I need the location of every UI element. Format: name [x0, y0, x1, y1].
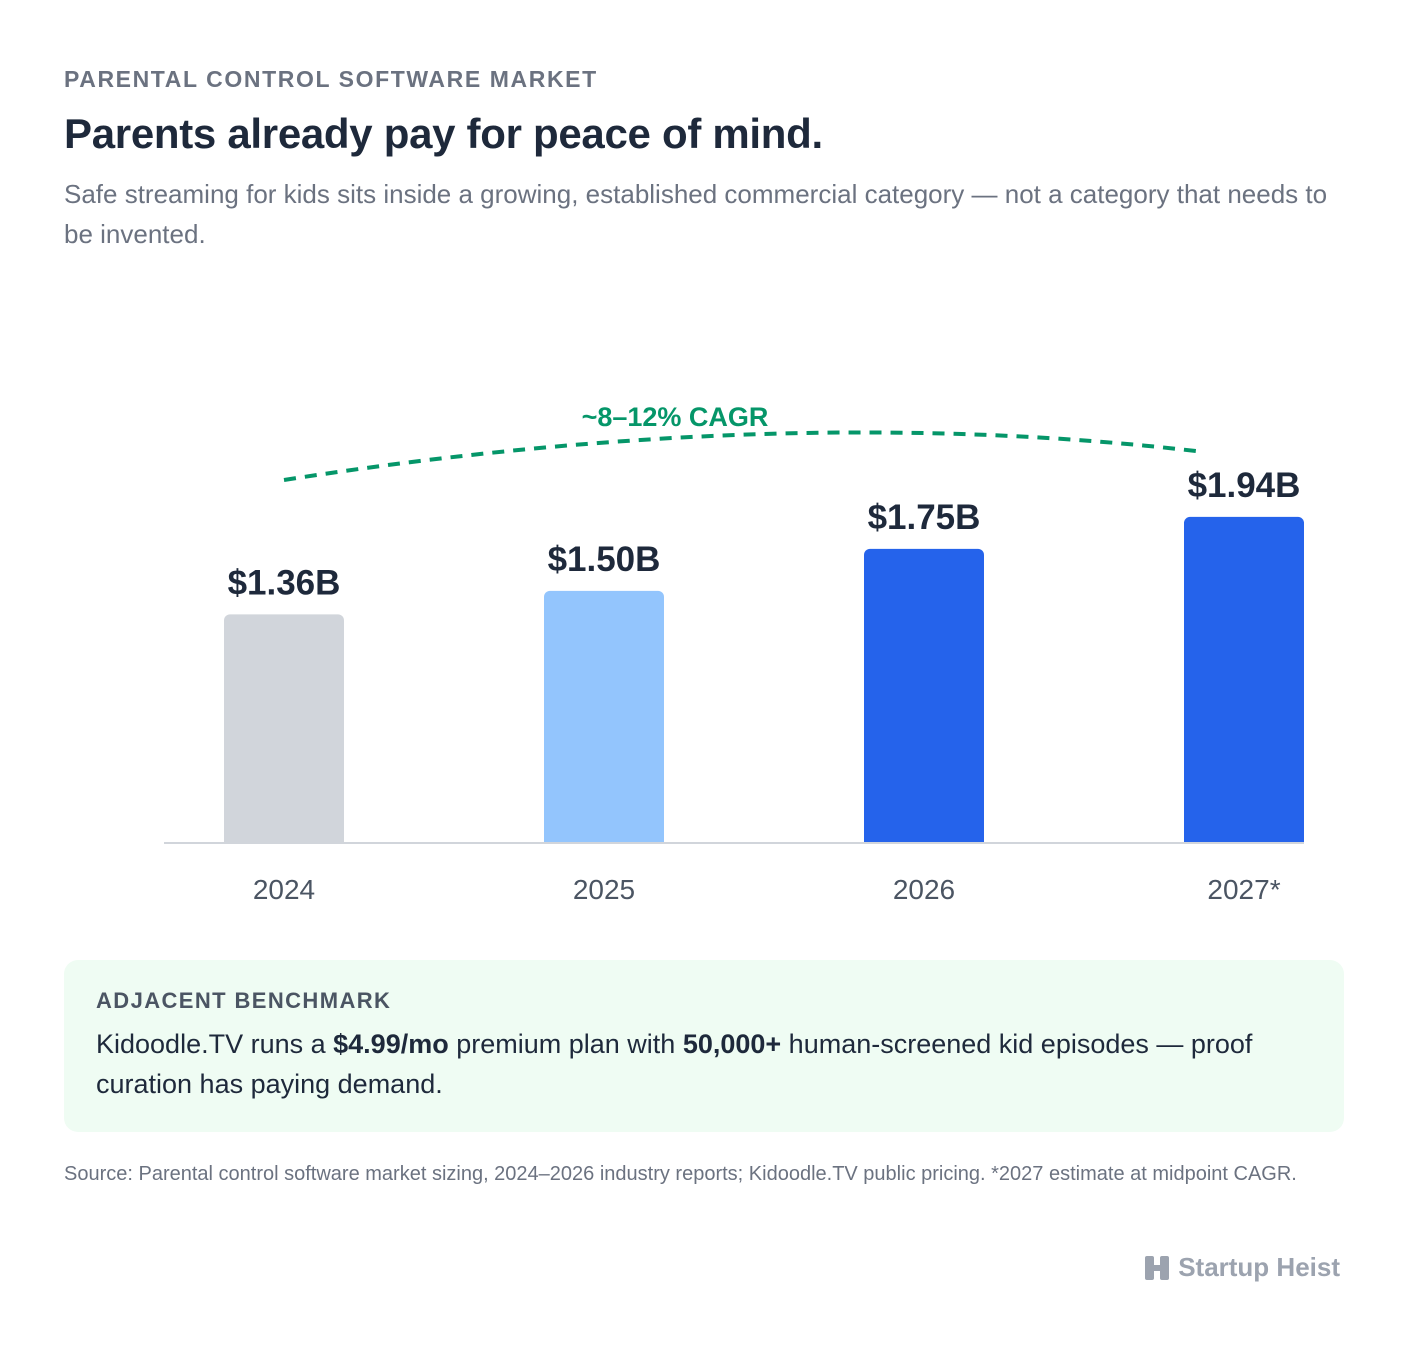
source-note: Source: Parental control software market…	[64, 1163, 1297, 1185]
x-tick-2024: 2024	[253, 874, 315, 905]
chart-eyebrow: PARENTAL CONTROL SOFTWARE MARKET	[64, 66, 598, 92]
benchmark-text-3: human-screened kid episodes — proof cura…	[96, 1029, 1253, 1099]
labels-layer: $1.36B 2024 $1.50B 2025 $1.75B 2026 $1.94B 2027…	[228, 466, 1301, 905]
value-label-2025: $1.50B	[548, 540, 661, 579]
benchmark-price: $4.99/mo	[333, 1029, 449, 1059]
x-tick-2027*: 2027*	[1207, 874, 1280, 905]
bar-chart: ~8–12% CAGR $1.36B 2024 $1.50B 2025 $1.75B 20…	[164, 402, 1304, 905]
cagr-trend-line	[283, 430, 1205, 482]
benchmark-text-1: Kidoodle.TV runs a	[96, 1029, 334, 1059]
x-tick-2026: 2026	[893, 874, 955, 905]
bar-2024	[224, 614, 344, 843]
cagr-label: ~8–12% CAGR	[582, 402, 769, 432]
trend-layer: ~8–12% CAGR	[283, 402, 1205, 482]
chart-subtitle: Safe streaming for kids sits inside a gr…	[64, 179, 1328, 249]
benchmark-callout: ADJACENT BENCHMARK Kidoodle.TV runs a $4…	[64, 960, 1344, 1132]
benchmark-text: Kidoodle.TV runs a $4.99/mo premium plan…	[96, 1024, 1296, 1104]
heist-logo-icon	[1145, 1255, 1170, 1280]
brand-logo: Startup Heist	[1144, 1252, 1340, 1283]
x-tick-2025: 2025	[573, 874, 635, 905]
benchmark-text-2: premium plan with	[448, 1029, 683, 1059]
value-label-2024: $1.36B	[228, 563, 341, 602]
value-label-2027*: $1.94B	[1188, 466, 1301, 505]
benchmark-episodes: 50,000+	[682, 1029, 782, 1059]
bar-2025	[544, 590, 664, 843]
brand-name: Startup Heist	[1178, 1252, 1340, 1282]
benchmark-heading: ADJACENT BENCHMARK	[96, 988, 392, 1013]
chart-title: Parents already pay for peace of mind.	[64, 110, 823, 157]
value-label-2026: $1.75B	[868, 498, 981, 537]
bar-2026	[864, 548, 984, 843]
bars-layer	[224, 516, 1304, 843]
bar-2027*	[1184, 516, 1304, 843]
